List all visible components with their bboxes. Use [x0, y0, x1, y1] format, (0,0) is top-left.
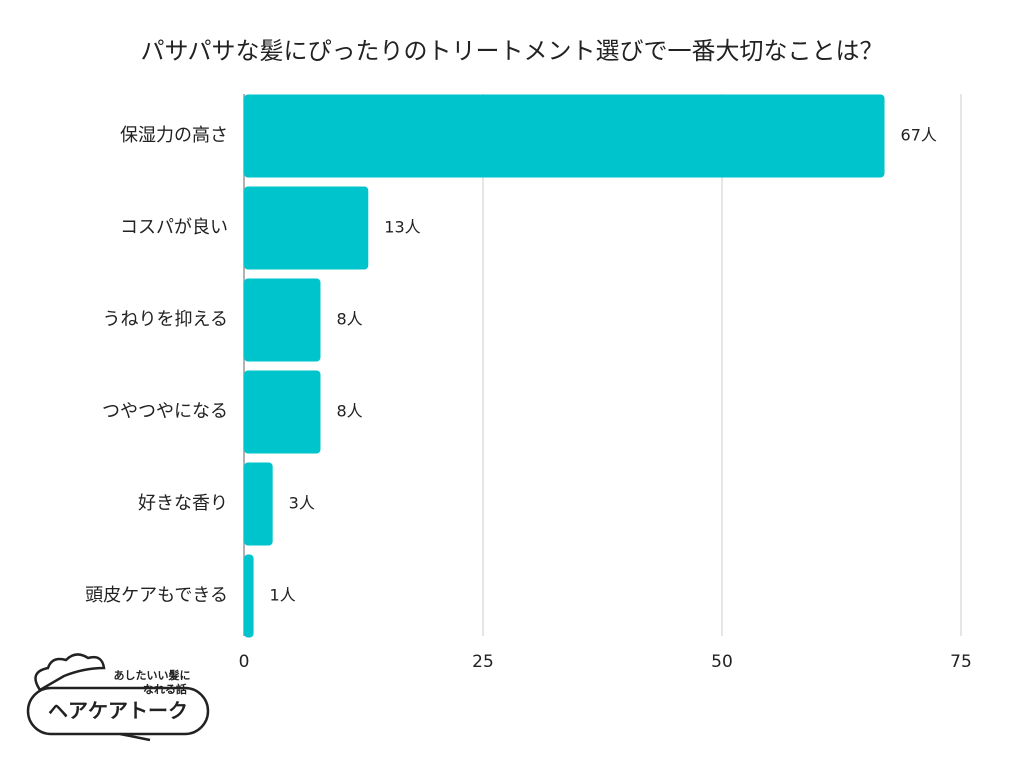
x-tick-label: 0 [239, 652, 250, 672]
bar [244, 186, 369, 270]
y-tick-label: コスパが良い [120, 217, 228, 238]
bar [244, 278, 321, 362]
logo-name: ヘアケアトーク [48, 699, 188, 723]
x-tick-label: 50 [711, 652, 733, 672]
y-tick-label: うねりを抑える [103, 309, 228, 330]
bar [244, 462, 273, 546]
logo-cloud [34, 653, 106, 692]
chart-title: パサパサな髪にぴったりのトリートメント選びで一番大切なことは？ [140, 37, 883, 65]
y-tick-label: 保湿力の高さ [120, 125, 228, 146]
data-label: 8人 [336, 402, 362, 421]
logo-tagline: あしたいい髪に [114, 668, 191, 682]
logo-bubble [26, 686, 210, 736]
x-tick-label: 25 [472, 652, 494, 672]
data-label: 67人 [901, 126, 937, 145]
data-label: 3人 [289, 494, 315, 513]
y-tick-label: 好きな香り [138, 493, 228, 514]
data-label: 13人 [384, 218, 420, 237]
logo-tail [119, 732, 151, 742]
y-tick-label: つやつやになる [102, 401, 228, 422]
bar [244, 94, 885, 178]
y-tick-label: 頭皮ケアもできる [85, 585, 228, 606]
x-tick-label: 75 [950, 652, 972, 672]
logo-tagline: なれる話 [143, 682, 187, 696]
bar [244, 370, 321, 454]
data-label: 8人 [336, 310, 362, 329]
bar [244, 554, 254, 638]
logo: あしたいい髪に なれる話 ヘアケアトーク [26, 653, 210, 742]
data-label: 1人 [270, 586, 296, 605]
